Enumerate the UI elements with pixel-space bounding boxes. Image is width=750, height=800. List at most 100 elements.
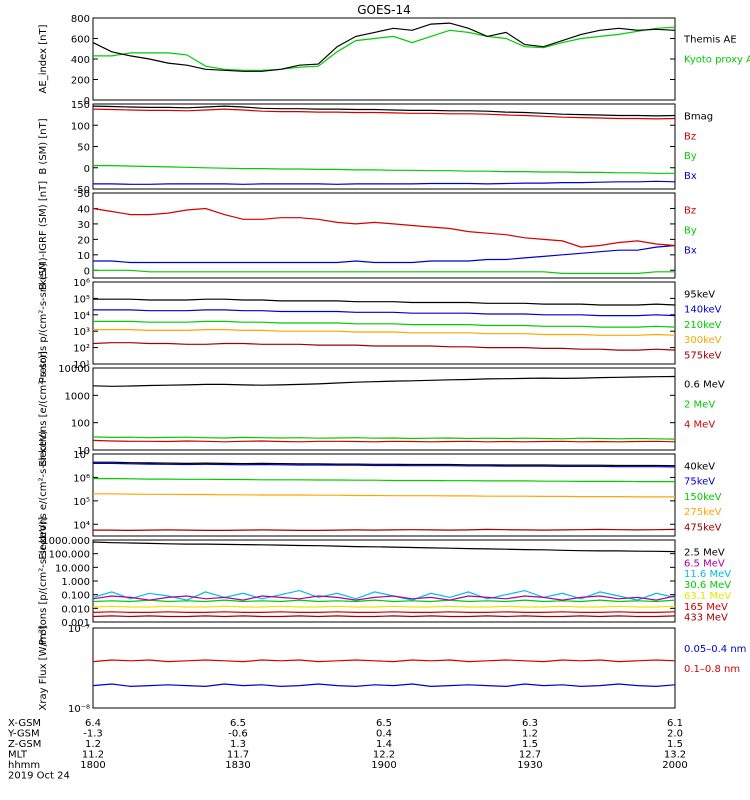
legend-entry: 150keV xyxy=(684,492,722,503)
x-row-value: 12.2 xyxy=(373,750,395,761)
y-tick-label: 10⁶ xyxy=(73,473,90,484)
x-row-value: 1830 xyxy=(225,760,250,771)
series-line xyxy=(92,615,676,618)
legend-entry: Bz xyxy=(684,205,696,216)
legend-entry: 300keV xyxy=(684,335,722,346)
y-tick-label: 10 xyxy=(77,446,90,457)
y-tick-label: 200 xyxy=(71,76,90,87)
legend-entry: 165 MeV xyxy=(684,602,728,613)
legend-entry: 40keV xyxy=(684,462,715,473)
series-line xyxy=(92,105,676,117)
series-line xyxy=(92,541,676,553)
legend-entry: 0.6 MeV xyxy=(684,380,725,391)
y-axis-label: B (SM)-IGRF (SM) [nT] xyxy=(38,181,49,290)
panel-8: 10⁻⁸ 10⁻⁷ Xray Flux [W/m²] 0.05–0.4 nm 0.1–0… xyxy=(38,624,746,715)
y-axis-label: Protons p/(cm²-s-sr-keV) xyxy=(38,263,49,384)
y-tick-label: 100 xyxy=(71,419,90,430)
y-tick-label: 0 xyxy=(84,266,90,277)
y-tick-label: 800 xyxy=(71,14,90,25)
y-tick-label: 10⁴ xyxy=(73,520,90,531)
legend-entry: 4 MeV xyxy=(684,420,715,431)
series-line xyxy=(93,462,676,468)
legend-entry: 0.1–0.8 nm xyxy=(684,664,740,675)
legend-entry: 95keV xyxy=(684,290,715,301)
panel-2: -50 0 50 100 150 B (SM) [nT] Bmag Bz By Bx xyxy=(38,100,713,196)
y-tick-label: 0 xyxy=(84,164,90,175)
y-tick-label: 10⁻⁸ xyxy=(68,704,90,715)
x-row-value: 1.2 xyxy=(85,739,101,750)
series-line xyxy=(92,683,676,688)
legend-entry: 210keV xyxy=(684,320,722,331)
x-row-value: 2.0 xyxy=(667,729,683,740)
legend-entry: 75keV xyxy=(684,477,715,488)
panel-frame xyxy=(92,192,676,279)
x-axis-table: X-GSM 6.4 6.5 6.5 6.3 6.1 Y-GSM -1.3 -0.6 0.4 1.2 2… xyxy=(7,718,688,782)
y-tick-label: 30 xyxy=(77,220,90,231)
legend-entry: 140keV xyxy=(684,305,722,316)
x-row-value: 1930 xyxy=(517,760,542,771)
series-line xyxy=(92,611,676,614)
panel-frame xyxy=(92,453,676,537)
y-tick-label: 20 xyxy=(77,235,90,246)
x-row-value: -0.6 xyxy=(228,729,248,740)
series-line xyxy=(92,605,676,608)
x-row-value: 11.7 xyxy=(227,750,249,761)
y-tick-label: -50 xyxy=(74,185,90,196)
panel-frame xyxy=(92,103,676,190)
series-line xyxy=(92,207,676,248)
y-tick-label: 0.001 xyxy=(61,618,90,629)
panel-5: 10 100 1000 10000 Electrons [e/(cm²-s-sr)] 0.… xyxy=(38,351,725,467)
y-tick-label: 10⁷ xyxy=(73,450,90,461)
x-row-value: 0.4 xyxy=(376,729,392,740)
y-tick-label: 0.010 xyxy=(61,604,90,615)
series-line xyxy=(93,329,676,336)
y-tick-label: 0 xyxy=(84,96,90,107)
legend-entry: Themis AE xyxy=(683,35,737,46)
y-tick-label: 10⁻⁷ xyxy=(68,624,90,635)
y-axis-label: Protons [p/(cm²-s-sr-keV)] xyxy=(38,517,49,645)
x-row-label: Z-GSM xyxy=(8,739,41,750)
y-tick-label: 50 xyxy=(77,189,90,200)
y-tick-label: 1000 xyxy=(65,391,90,402)
series-line xyxy=(92,108,676,120)
legend-entry: 30.6 MeV xyxy=(684,580,731,591)
series-line xyxy=(93,244,676,264)
panel-frame xyxy=(92,539,676,623)
y-tick-label: 1000.000 xyxy=(42,536,90,547)
x-row-label: hhmm xyxy=(8,760,40,771)
y-tick-label: 50 xyxy=(77,143,90,154)
series-line xyxy=(92,22,676,72)
series-line xyxy=(93,309,676,317)
x-row-value: 6.5 xyxy=(230,718,246,729)
series-line xyxy=(93,478,675,483)
legend-entry: 63.1 MeV xyxy=(684,591,731,602)
series-line xyxy=(92,659,676,663)
series-line xyxy=(93,26,676,71)
series-line xyxy=(92,599,676,603)
y-axis-label: Electrons e/(cm²-s-sr-keV) xyxy=(38,430,49,559)
y-tick-label: 10¹ xyxy=(73,360,90,371)
legend-entry: 575keV xyxy=(684,350,722,361)
y-axis-label: Electrons [e/(cm²-s-sr)] xyxy=(38,351,49,467)
series-line xyxy=(92,439,676,443)
series-line xyxy=(93,461,676,467)
y-tick-label: 150 xyxy=(71,100,90,111)
series-line xyxy=(92,436,676,440)
panel-7: 0.001 0.010 0.100 1.000 10.000 100.000 1000.00… xyxy=(38,517,731,645)
panel-1: 0 200 400 600 800 AE_index [nT] Themis AE Kyoto… xyxy=(38,14,750,107)
y-axis-label: B (SM) [nT] xyxy=(38,118,49,174)
x-row-value: 1.5 xyxy=(522,739,538,750)
series-line xyxy=(93,269,675,274)
x-row-value: 13.2 xyxy=(664,750,686,761)
y-tick-label: 10 xyxy=(77,251,90,262)
series-line xyxy=(93,165,675,174)
chart-title: GOES-14 xyxy=(357,3,411,17)
series-line xyxy=(93,298,676,306)
series-line xyxy=(93,320,676,328)
x-row-value: 1.5 xyxy=(667,739,683,750)
y-tick-label: 10⁵ xyxy=(73,294,90,305)
y-tick-label: 40 xyxy=(77,204,90,215)
x-row-value: 1.4 xyxy=(376,739,392,750)
